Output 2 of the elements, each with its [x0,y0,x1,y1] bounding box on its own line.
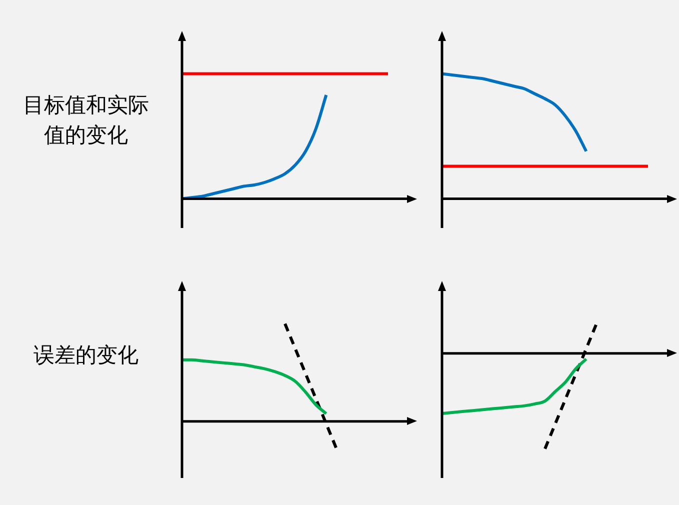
y-axis-title: 目标值和实际值的变化 [22,92,150,149]
y-axis-title: 误差的变化 [32,342,140,369]
